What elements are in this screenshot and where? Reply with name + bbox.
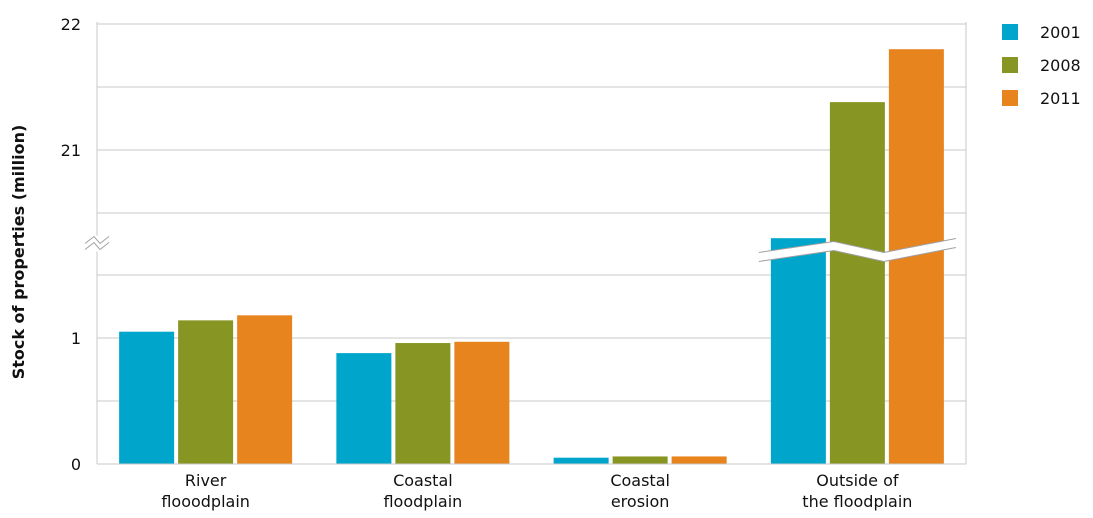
- bars: [119, 49, 944, 465]
- x-category-label: erosion: [611, 492, 670, 511]
- y-axis-label: Stock of properties (million): [9, 125, 28, 380]
- bar-2011-2: [671, 456, 727, 464]
- axis-break-gap: [91, 235, 103, 252]
- bar-2011-0: [237, 315, 293, 464]
- y-tick-label: 1: [71, 329, 81, 348]
- legend-label-2011: 2011: [1040, 89, 1081, 108]
- x-category-label: Coastal: [393, 471, 453, 490]
- legend-swatch-2011: [1002, 90, 1018, 106]
- y-tick-labels: 0 1 21 22: [61, 15, 81, 474]
- bar-2008-3: [829, 102, 885, 465]
- axis-break-markers: [84, 235, 956, 263]
- axis-break-zigzag: [84, 235, 110, 245]
- bar-break-line-top: [758, 238, 956, 254]
- bar-2001-3: [770, 238, 826, 464]
- legend-swatch-2008: [1002, 57, 1018, 73]
- x-category-labels: River flooodplain Coastal floodplain Coastal…: [161, 471, 912, 511]
- bar-2001-1: [336, 353, 392, 464]
- legend-label-2001: 2001: [1040, 23, 1081, 42]
- bar-2008-1: [395, 343, 451, 464]
- bar-2008-0: [178, 320, 234, 464]
- y-tick-label: 22: [61, 15, 81, 34]
- bar-break-line-bottom: [758, 247, 956, 263]
- x-category-label: the floodplain: [802, 492, 912, 511]
- x-category-label: River: [185, 471, 227, 490]
- x-category-label: floodplain: [383, 492, 462, 511]
- axis-break-zigzag: [84, 241, 110, 251]
- bar-2011-1: [454, 341, 510, 464]
- bar-break-gap: [758, 238, 956, 262]
- legend: 2001 2008 2011: [1002, 23, 1081, 108]
- x-category-label: Coastal: [610, 471, 670, 490]
- y-tick-label: 21: [61, 141, 81, 160]
- legend-swatch-2001: [1002, 24, 1018, 40]
- bar-2001-0: [119, 331, 175, 464]
- y-tick-label: 0: [71, 455, 81, 474]
- legend-label-2008: 2008: [1040, 56, 1081, 75]
- bar-2008-2: [612, 456, 668, 464]
- x-category-label: Outside of: [816, 471, 899, 490]
- x-category-label: flooodplain: [161, 492, 250, 511]
- bar-2001-2: [553, 457, 609, 464]
